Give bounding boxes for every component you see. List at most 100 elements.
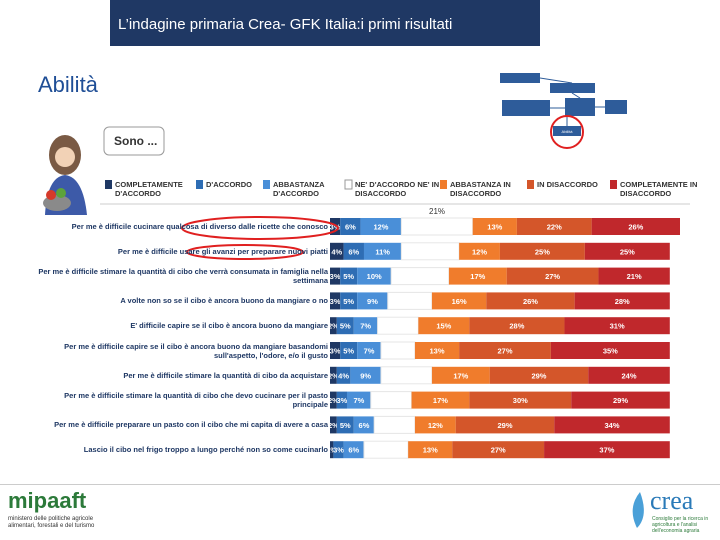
value-label: 34% (605, 421, 620, 430)
bar-segment (336, 317, 354, 335)
value-label: 2% (328, 396, 339, 405)
bar-segment (550, 342, 670, 359)
category-label: Per me è difficile capire se il cibo è a… (64, 341, 328, 360)
value-label: 2% (328, 322, 339, 331)
value-label: 11% (375, 247, 390, 256)
value-label: 5% (340, 322, 351, 331)
bar-segment (554, 416, 670, 434)
value-label: 9% (360, 371, 371, 380)
diagram-box (553, 126, 581, 136)
bar-segment (400, 242, 460, 261)
annotation (181, 216, 339, 260)
bar-segment (336, 366, 351, 384)
value-label: 1% (326, 446, 337, 455)
chart: 3% 6% 12%21%13% 22% 26%4% 6% 11% 12% 25% 25%3% 5% 1… (100, 179, 690, 459)
value-label: 6% (359, 421, 370, 430)
value-label: 7% (360, 322, 371, 331)
bar-segment (380, 341, 416, 360)
bar-segment (591, 218, 680, 235)
value-label: 2% (328, 421, 339, 430)
value-label: 2% (328, 371, 339, 380)
legend-swatch (527, 180, 534, 189)
model-diagram: Abilità (500, 73, 627, 149)
bar-segment (489, 366, 589, 384)
bar-segment (411, 391, 470, 409)
highlight-circle (550, 115, 584, 149)
bubble-text: Sono ... (114, 134, 157, 148)
value-label: 3% (330, 347, 341, 356)
value-label: 12% (472, 247, 487, 256)
bar-segment (377, 316, 419, 335)
bar-segment (486, 292, 575, 310)
bar-segment (400, 217, 474, 236)
value-label: 17% (433, 396, 448, 405)
value-label: 6% (348, 446, 359, 455)
value-label: 5% (340, 421, 351, 430)
diagram-box (500, 73, 540, 83)
person-illustration (43, 135, 87, 215)
bar-segment (564, 317, 670, 335)
value-label: 27% (545, 272, 560, 281)
category-label: Per me è difficile stimare la quantità d… (123, 370, 328, 380)
value-label: 3% (330, 272, 341, 281)
legend-label: COMPLETAMENTE IN DISACCORDO (620, 180, 698, 198)
bar-segment (333, 441, 344, 459)
value-label: 25% (535, 247, 550, 256)
footer-rule (0, 484, 720, 485)
value-label: 7% (353, 396, 364, 405)
legend-swatch (263, 180, 270, 189)
bar-segment (330, 218, 341, 235)
diagram-box (605, 100, 627, 114)
slide-title: L’indagine primaria Crea- GFK Italia:i p… (118, 16, 453, 33)
legend-swatch (105, 180, 112, 189)
category-label: Per me è difficile cucinare qualcosa di … (71, 222, 328, 231)
bar-segment (380, 366, 433, 385)
bar-segment (357, 342, 381, 359)
value-label: 5% (343, 347, 354, 356)
bar-segment (390, 267, 450, 286)
bar-segment (330, 317, 337, 335)
legend-swatch (610, 180, 617, 189)
bar-segment (499, 242, 585, 260)
title-band (110, 0, 540, 46)
bar-segment (360, 218, 402, 235)
value-label: 37% (599, 446, 614, 455)
value-label: 10% (367, 272, 382, 281)
bar-segment (431, 366, 490, 384)
bar-segment (588, 366, 670, 384)
value-label: 26% (628, 223, 643, 232)
bar-segment (469, 317, 565, 335)
category-label: A volte non so se il cibo è ancora buono… (120, 296, 328, 306)
legend-swatch (440, 180, 447, 189)
category-label: Lascio il cibo nel frigo troppo a lungo … (83, 445, 328, 455)
bar-segment (330, 267, 341, 285)
bar-segment (387, 291, 433, 310)
value-label: 6% (345, 223, 356, 232)
bar-segment (448, 267, 507, 285)
highlight-ellipse (186, 244, 304, 260)
crea-caption: Consiglio per la ricerca in agricoltura … (652, 516, 709, 534)
crea-logo: crea (650, 486, 694, 515)
bar-segment (373, 415, 416, 434)
bar-segment (343, 242, 364, 260)
bar-segment (363, 440, 409, 459)
value-label: 27% (497, 347, 512, 356)
value-label: 12% (373, 223, 388, 232)
bar-segment (418, 317, 470, 335)
value-label: 17% (470, 272, 485, 281)
value-label: 3% (330, 297, 341, 306)
bar-segment (330, 416, 337, 434)
legend-label: ABBASTANZA D'ACCORDO (273, 180, 325, 198)
value-label: 13% (487, 223, 502, 232)
mipaaft-logo: mipaaft (8, 488, 87, 513)
legend-label: COMPLETAMENTE D'ACCORDO (115, 180, 183, 198)
bar-segment (363, 242, 402, 260)
value-label: 3% (336, 396, 347, 405)
legend-swatch (344, 179, 353, 190)
category-label: Per me è difficile preparare un pasto co… (54, 420, 328, 430)
value-label: 29% (531, 371, 546, 380)
value-label: 13% (423, 446, 438, 455)
bar-segment (431, 292, 487, 310)
bar-segment (408, 441, 453, 459)
category-label: Per me è difficile stimare la quantità d… (64, 391, 328, 410)
